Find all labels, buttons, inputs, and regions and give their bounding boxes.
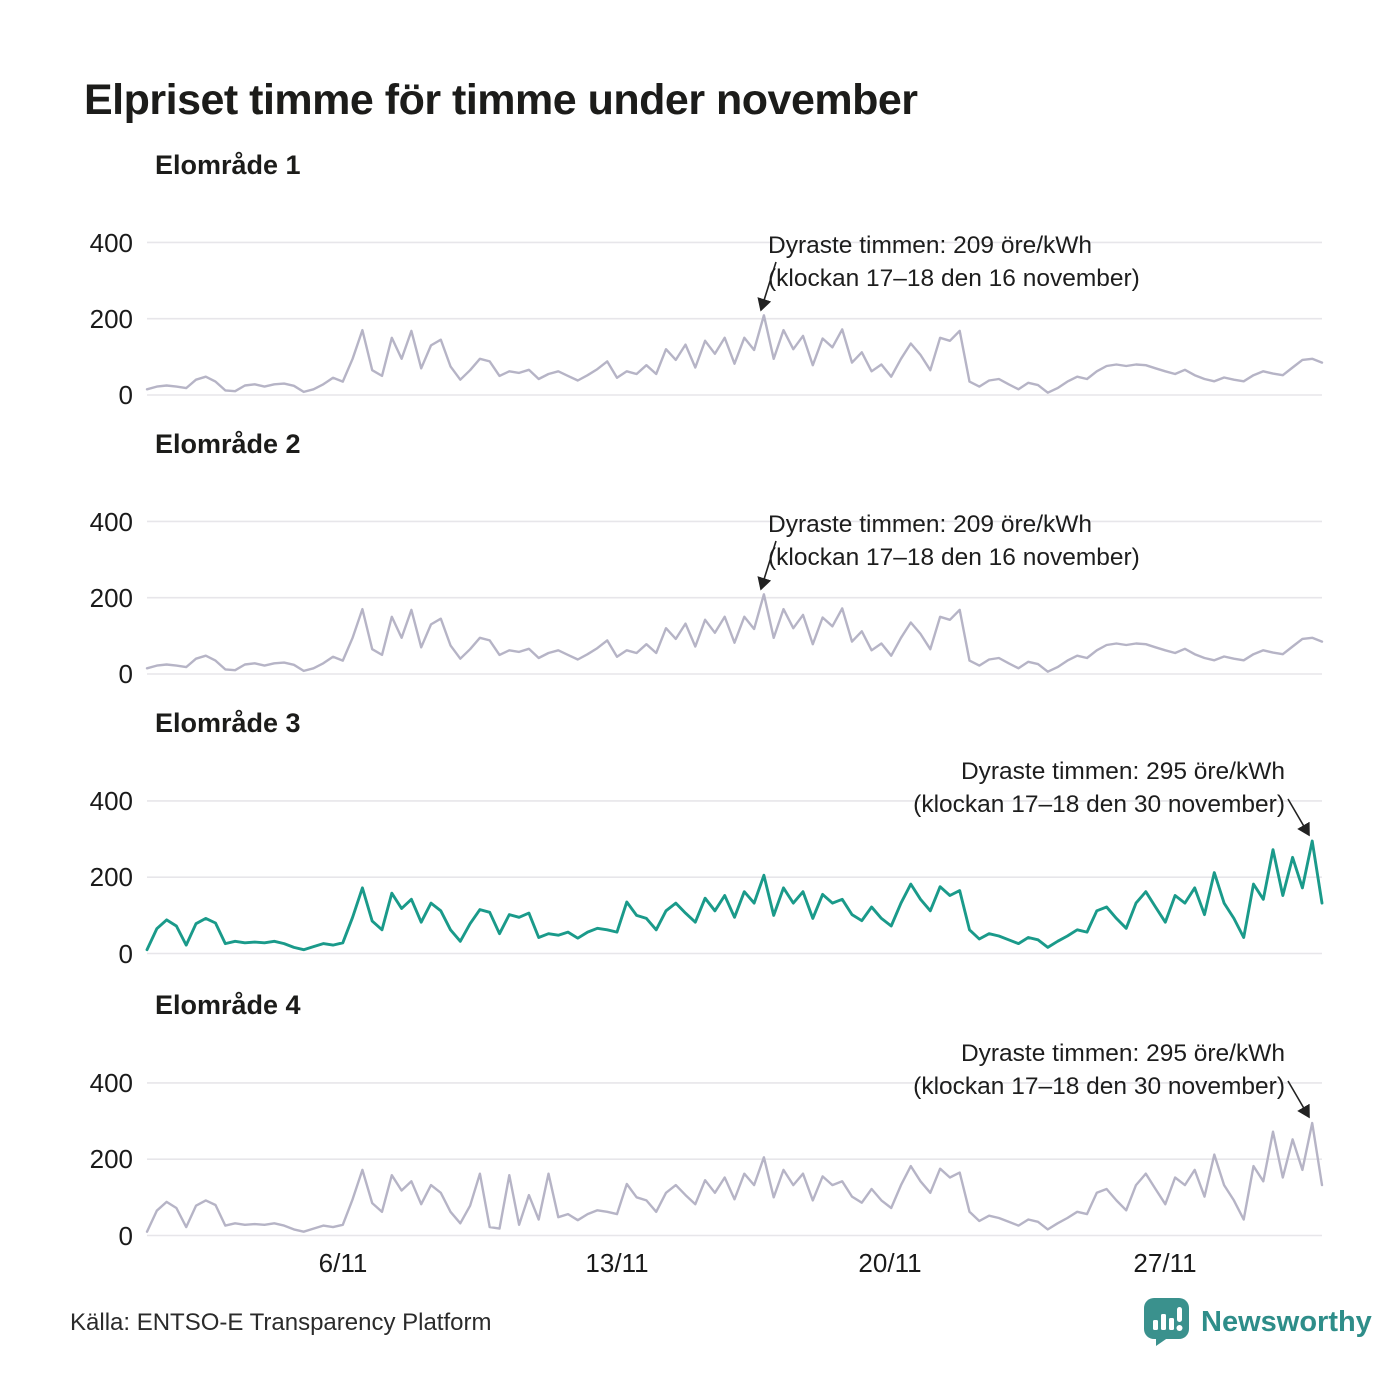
y-tick-200: 200: [89, 862, 133, 892]
price-line-elområde-4: [145, 1121, 1324, 1233]
annotation-line-2: (klockan 17–18 den 16 november): [768, 265, 1140, 292]
annotation-arrow: [757, 261, 777, 312]
panel-title-elomrade-1: Elområde 1: [155, 150, 301, 180]
annotation-max-elomrade-1: Dyraste timmen: 209 öre/kWh (klockan 17–…: [768, 229, 1140, 295]
y-tick-400: 400: [89, 507, 133, 537]
newsworthy-wordmark: Newsworthy: [1201, 1305, 1372, 1338]
x-tick-27-11: 27/11: [1133, 1248, 1197, 1278]
newsworthy-logo: Newsworthy: [1143, 1297, 1372, 1347]
annotation-line-2: (klockan 17–18 den 30 november): [913, 791, 1285, 818]
annotation-arrow: [757, 540, 777, 591]
x-tick-6-11: 6/11: [318, 1248, 368, 1278]
annotation-line-1: Dyraste timmen: 209 öre/kWh: [768, 511, 1093, 538]
annotation-line-1: Dyraste timmen: 295 öre/kWh: [960, 758, 1285, 785]
y-tick-400: 400: [89, 1068, 133, 1098]
y-tick-0: 0: [118, 939, 133, 969]
y-tick-200: 200: [89, 1144, 133, 1174]
annotation-max-elomrade-2: Dyraste timmen: 209 öre/kWh (klockan 17–…: [768, 508, 1140, 574]
page-title: Elpriset timme för timme under november: [84, 76, 918, 124]
y-tick-400: 400: [89, 228, 133, 258]
annotation-arrow: [1287, 1080, 1310, 1119]
annotation-max-elomrade-3: Dyraste timmen: 295 öre/kWh (klockan 17–…: [913, 755, 1285, 821]
y-tick-0: 0: [118, 659, 133, 689]
y-tick-200: 200: [89, 304, 133, 334]
panel-title-elomrade-4: Elområde 4: [155, 990, 301, 1020]
annotation-max-elomrade-4: Dyraste timmen: 295 öre/kWh (klockan 17–…: [913, 1037, 1285, 1103]
y-tick-400: 400: [89, 786, 133, 816]
panel-title-elomrade-2: Elområde 2: [155, 429, 301, 459]
annotation-line-2: (klockan 17–18 den 30 november): [913, 1073, 1285, 1100]
source-credit: Källa: ENTSO-E Transparency Platform: [70, 1309, 492, 1336]
panel-title-elomrade-3: Elområde 3: [155, 708, 301, 738]
annotation-line-1: Dyraste timmen: 295 öre/kWh: [960, 1040, 1285, 1067]
annotation-arrow: [1287, 798, 1310, 837]
annotation-line-2: (klockan 17–18 den 16 november): [768, 544, 1140, 571]
x-tick-13-11: 13/11: [585, 1248, 649, 1278]
price-line-elområde-2: [145, 593, 1324, 673]
bar-chart-speech-bubble-icon: [1144, 1298, 1189, 1346]
y-tick-0: 0: [118, 1221, 133, 1251]
y-tick-0: 0: [118, 380, 133, 410]
price-line-elområde-1: [145, 314, 1324, 394]
price-line-elområde-3: [145, 839, 1324, 952]
annotation-line-1: Dyraste timmen: 209 öre/kWh: [768, 232, 1093, 259]
x-tick-20-11: 20/11: [858, 1248, 922, 1278]
y-tick-200: 200: [89, 583, 133, 613]
